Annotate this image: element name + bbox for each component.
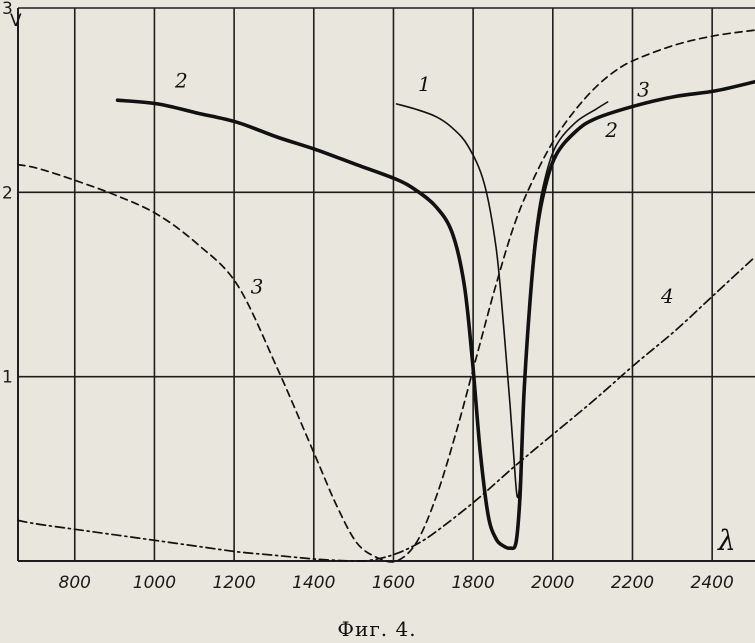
y-axis-label: V [10, 11, 22, 31]
curve-label-2: 2 [174, 68, 188, 92]
series-line-3 [17, 29, 755, 563]
curve-label-2: 2 [604, 118, 618, 142]
x-tick-label-800: 800 [59, 573, 91, 593]
series-line-2 [115, 79, 755, 551]
series-line-1 [395, 101, 609, 499]
x-tick-label-1600: 1600 [372, 573, 415, 593]
curve-label-3: 3 [251, 275, 264, 299]
curve-label-4: 4 [660, 284, 674, 308]
series-layer [17, 29, 755, 563]
x-tick-label-1000: 1000 [133, 573, 176, 593]
curve-label-1: 1 [418, 72, 431, 96]
x-tick-label-2000: 2000 [531, 573, 574, 593]
x-tick-label-1800: 1800 [452, 573, 495, 593]
x-axis-label: λ [717, 524, 736, 557]
x-tick-label-1200: 1200 [212, 573, 255, 593]
figure-caption: Фиг. 4. [337, 617, 416, 641]
x-tick-label-1400: 1400 [292, 573, 335, 593]
curve-label-3: 3 [637, 77, 650, 101]
y-tick-label-3: 3 [2, 0, 13, 19]
y-tick-label-1: 1 [2, 368, 13, 388]
x-tick-label-2400: 2400 [691, 573, 734, 593]
y-tick-label-2: 2 [2, 183, 13, 203]
series-line-4 [17, 256, 755, 562]
x-tick-label-2200: 2200 [611, 573, 654, 593]
